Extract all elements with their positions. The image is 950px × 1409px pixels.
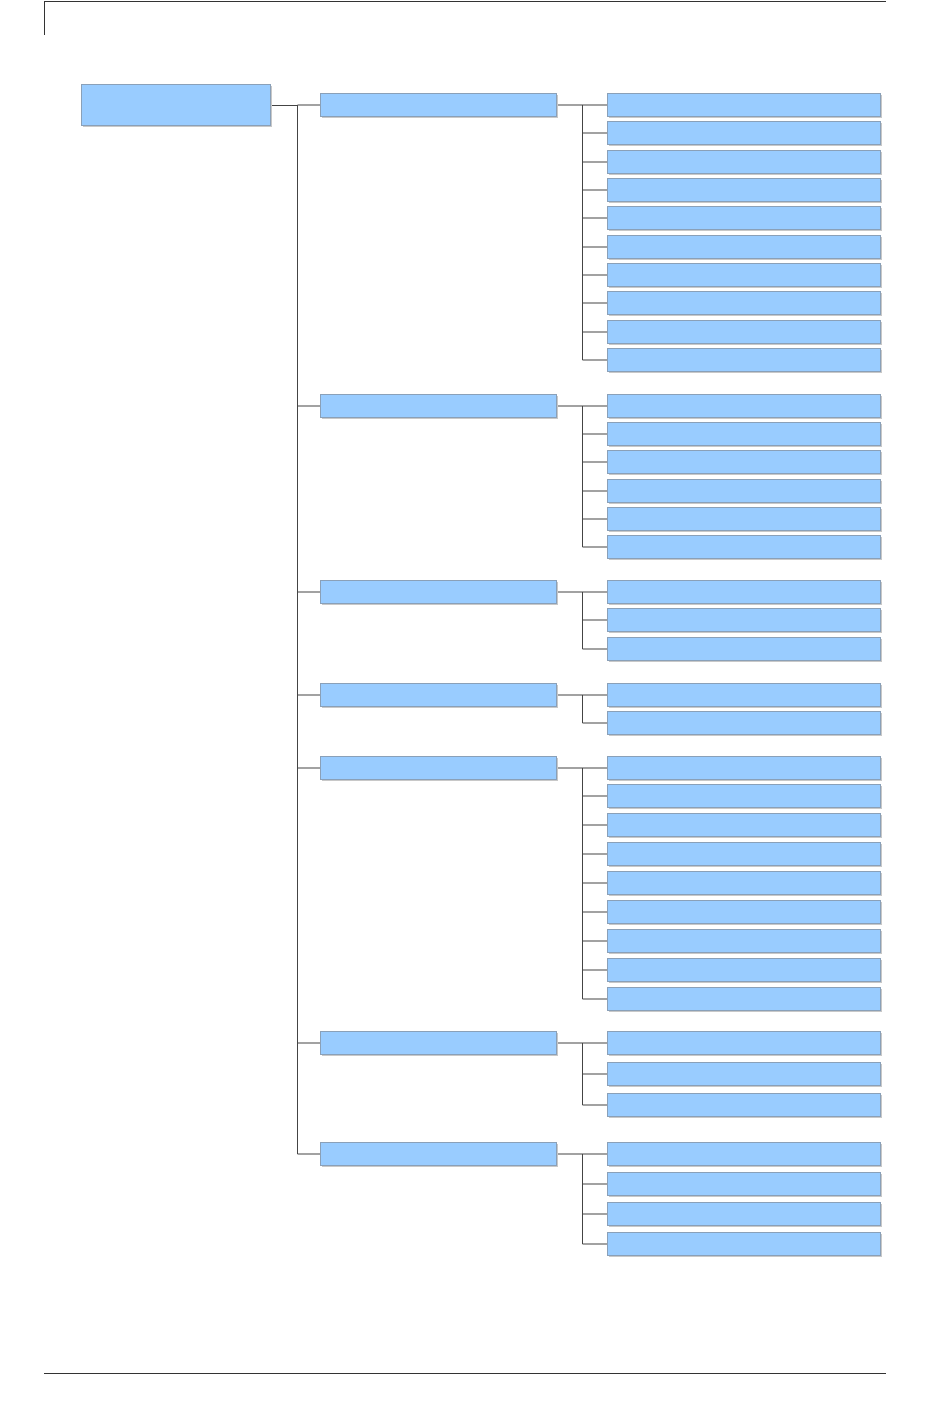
level2-node <box>607 178 881 202</box>
level1-node <box>320 580 557 604</box>
level2-node <box>607 348 881 372</box>
level2-node <box>607 1031 881 1055</box>
level2-node <box>607 394 881 418</box>
level2-node <box>607 683 881 707</box>
level2-node <box>607 987 881 1011</box>
level1-node <box>320 93 557 117</box>
level2-node <box>607 291 881 315</box>
level2-node <box>607 929 881 953</box>
level2-node <box>607 784 881 808</box>
level2-node <box>607 637 881 661</box>
level1-node <box>320 1031 557 1055</box>
level2-node <box>607 871 881 895</box>
level1-node <box>320 1142 557 1166</box>
level2-node <box>607 263 881 287</box>
level2-node <box>607 711 881 735</box>
level2-node <box>607 479 881 503</box>
level2-node <box>607 1093 881 1117</box>
level2-node <box>607 121 881 145</box>
level2-node <box>607 206 881 230</box>
level2-node <box>607 450 881 474</box>
level2-node <box>607 535 881 559</box>
level2-node <box>607 1232 881 1256</box>
level2-node <box>607 842 881 866</box>
level2-node <box>607 813 881 837</box>
level2-node <box>607 422 881 446</box>
level2-node <box>607 1142 881 1166</box>
level2-node <box>607 1062 881 1086</box>
level2-node <box>607 235 881 259</box>
level2-node <box>607 958 881 982</box>
level2-node <box>607 1202 881 1226</box>
level1-node <box>320 756 557 780</box>
level2-node <box>607 608 881 632</box>
level2-node <box>607 580 881 604</box>
level2-node <box>607 900 881 924</box>
level1-node <box>320 683 557 707</box>
level2-node <box>607 150 881 174</box>
level2-node <box>607 756 881 780</box>
root-node <box>81 84 271 126</box>
level2-node <box>607 1172 881 1196</box>
level1-node <box>320 394 557 418</box>
level2-node <box>607 93 881 117</box>
level2-node <box>607 320 881 344</box>
level2-node <box>607 507 881 531</box>
